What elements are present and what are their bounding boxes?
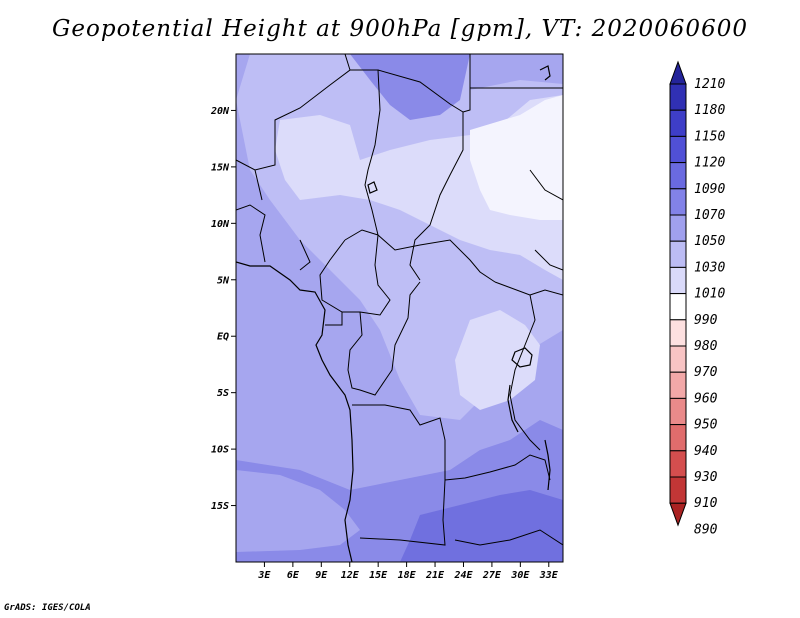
border-drc-east [494,281,541,451]
colorbar-swatch [669,214,687,242]
lake-malawi [544,439,551,491]
colorbar-level-label: 1070 [694,208,725,223]
colorbar-swatch [669,240,687,268]
colorbar-swatch [669,293,687,321]
colorbar-level-label: 1030 [694,260,725,275]
lake-chad [367,181,378,194]
border-west-africa [236,169,311,271]
colorbar-level-label: 930 [694,470,718,485]
latitude-axis: 20N 15N 10N 5N EQ 5S 10S 15S [210,106,236,512]
colorbar-swatch [669,188,687,216]
lon-tick-label: 30E [510,570,530,581]
border-zambia [444,454,563,546]
lat-tick-label: 5S [217,388,229,399]
country-borders [236,54,563,562]
colorbar-level-label: 1180 [694,103,725,118]
colorbar-swatch [669,371,687,399]
grads-credit: GrADS: IGES/COLA [4,603,91,613]
lat-tick-label: 10N [211,219,230,230]
colorbar-level-label: 1210 [694,77,725,92]
lon-tick-label: 9E [315,570,328,581]
colorbar-swatch [669,319,687,347]
colorbar-level-label: 890 [694,522,718,537]
border-sudan [462,54,563,113]
colorbar-swatch [669,476,687,504]
colorbar-level-label: 940 [694,444,718,459]
lon-tick-label: 24E [453,570,473,581]
colorbar-swatch [669,162,687,190]
lat-tick-label: 15S [211,501,229,512]
lat-tick-label: EQ [217,332,229,343]
lon-tick-label: 6E [287,570,300,581]
colorbar-level-label: 950 [694,418,718,433]
colorbar-level-label: 980 [694,339,718,354]
lon-tick-label: 3E [257,570,271,581]
colorbar-swatch [669,83,687,111]
lat-tick-label: 20N [210,106,230,117]
colorbar-top-arrow [669,60,687,85]
colorbar-bottom-arrow [669,502,687,527]
colorbar-swatch [669,266,687,295]
colorbar-level-label: 990 [694,313,718,328]
colorbar-swatch [669,450,687,478]
border-ethiopia [529,169,563,296]
colorbar-level-label: 1010 [694,287,725,302]
colorbar-level-label: 1150 [694,129,725,144]
colorbar-level-label: 910 [694,496,718,511]
field-region-1050-southwest [236,470,360,552]
lon-tick-label: 21E [425,570,445,581]
border-angola [352,404,446,546]
lon-tick-label: 33E [539,570,559,581]
colorbar-swatch [669,109,687,137]
lon-tick-label: 12E [341,570,360,581]
border-congo [325,281,421,396]
longitude-axis: 3E 6E 9E 12E 15E 18E 21E 24E 27E 30E 33E [257,562,559,581]
border-niger [344,69,381,241]
field-region-white [470,95,563,220]
field-region-1010-central [455,310,540,410]
border-sahel [236,54,351,171]
colorbar-level-label: 1050 [694,234,725,249]
lat-tick-label: 10S [211,445,229,456]
geopotential-field [236,54,563,562]
lake-tanganyika [507,384,519,433]
colorbar-level-label: 960 [694,391,718,406]
lat-tick-label: 15N [211,162,230,173]
border-libya-chad [377,69,464,281]
colorbar-swatch [669,397,687,426]
lon-tick-label: 18E [398,570,417,581]
red-sea-coast [539,65,551,81]
lon-tick-label: 27E [482,570,502,581]
west-coastline [236,261,354,562]
field-region-1090-south [400,490,563,562]
border-car [377,234,496,283]
colorbar-swatch [669,345,687,373]
colorbar-level-label: 1120 [694,156,725,171]
chart-title: Geopotential Height at 900hPa [gpm], VT:… [52,16,748,42]
colorbar-level-label: 1090 [694,182,725,197]
colorbar: 1210 1180 1150 1120 1090 1070 1050 1030 1010 990 9… [669,60,725,537]
colorbar-swatch [669,135,687,164]
colorbar-swatch [669,424,687,452]
map-frame [235,53,564,563]
lake-victoria [511,347,533,368]
lat-tick-label: 5N [217,275,230,286]
colorbar-level-label: 970 [694,365,718,380]
lon-tick-label: 15E [369,570,388,581]
